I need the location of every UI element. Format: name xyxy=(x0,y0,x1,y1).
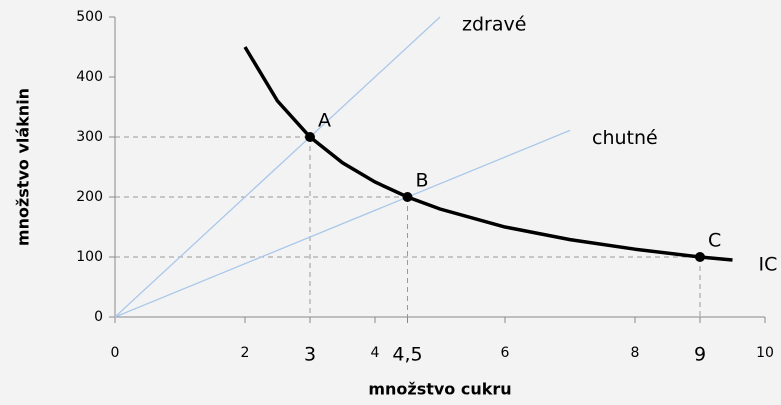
y-tick-label: 400 xyxy=(76,69,103,85)
y-tick-label: 200 xyxy=(76,189,103,205)
x-tick-label: 0 xyxy=(111,345,120,361)
series-label: chutné xyxy=(592,127,658,149)
y-tick-label: 100 xyxy=(76,249,103,265)
x-tick-label: 2 xyxy=(241,345,250,361)
marked-x-tick-label: 9 xyxy=(694,344,706,366)
point-label: B xyxy=(416,170,429,192)
series-line xyxy=(114,129,571,318)
y-axis-title: množstvo vláknin xyxy=(14,88,33,246)
series-label: zdravé xyxy=(462,14,526,36)
marked-x-tick-label: 4,5 xyxy=(392,344,422,366)
point-label: C xyxy=(708,230,721,252)
point xyxy=(305,132,315,142)
point-label: A xyxy=(318,110,331,132)
series-label: IC xyxy=(759,254,778,276)
series-line xyxy=(243,46,733,262)
y-tick-label: 500 xyxy=(76,9,103,25)
x-tick-label: 6 xyxy=(501,345,510,361)
series-line xyxy=(114,16,441,318)
y-tick-label: 0 xyxy=(94,309,103,325)
x-tick-label: 4 xyxy=(371,345,380,361)
marked-x-tick-label: 3 xyxy=(304,344,316,366)
y-tick-label: 300 xyxy=(76,129,103,145)
x-tick-label: 8 xyxy=(631,345,640,361)
point xyxy=(402,192,413,202)
x-axis-title: množstvo cukru xyxy=(368,380,511,399)
x-tick-label: 10 xyxy=(756,345,774,361)
point xyxy=(695,252,705,262)
